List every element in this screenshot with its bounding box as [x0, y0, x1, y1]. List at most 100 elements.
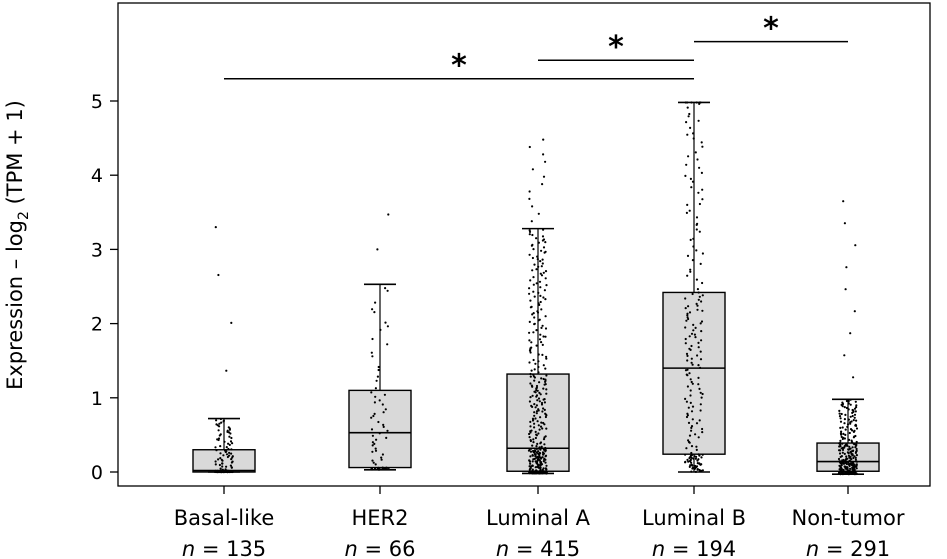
data-point [842, 436, 845, 439]
data-point [695, 465, 699, 468]
data-point [540, 421, 543, 424]
data-point [533, 449, 537, 452]
data-point [845, 266, 848, 269]
data-point [373, 401, 376, 404]
data-point [852, 456, 855, 460]
data-point [852, 419, 855, 422]
data-point [374, 463, 377, 466]
data-point [528, 339, 531, 342]
data-point [848, 462, 851, 465]
data-point [539, 300, 542, 304]
data-point [544, 277, 547, 280]
data-point [701, 198, 704, 201]
data-point [839, 417, 842, 420]
data-point [376, 248, 379, 251]
data-point [382, 411, 385, 414]
data-point [230, 448, 233, 451]
data-point [701, 252, 705, 255]
data-points [214, 226, 234, 474]
data-point [697, 364, 700, 367]
data-point [687, 317, 690, 321]
data-point [684, 397, 687, 400]
data-point [688, 209, 691, 212]
data-point [849, 447, 852, 450]
data-point [844, 428, 847, 431]
data-point [842, 468, 845, 472]
y-axis-label-subscript: 2 [16, 211, 32, 220]
data-point [528, 361, 531, 364]
data-point [537, 408, 540, 411]
data-point [217, 437, 221, 440]
data-point [690, 426, 693, 429]
data-point [545, 355, 548, 358]
data-point [684, 460, 687, 463]
data-point [535, 445, 538, 448]
data-point [216, 438, 219, 441]
data-point [540, 401, 544, 405]
data-point [534, 430, 537, 433]
data-point [697, 291, 700, 294]
data-point [220, 458, 223, 461]
x-category-label: Luminal A [486, 506, 591, 530]
data-point [533, 295, 536, 298]
data-point [849, 398, 852, 401]
data-point [529, 450, 533, 453]
data-point [218, 422, 221, 425]
data-point [695, 228, 698, 231]
data-point [847, 454, 851, 457]
data-point [539, 286, 542, 289]
data-point [686, 312, 689, 315]
data-point [845, 457, 848, 460]
data-point [690, 445, 694, 448]
data-point [843, 354, 846, 357]
data-point [842, 432, 845, 435]
data-point [701, 392, 704, 396]
data-point [528, 331, 531, 334]
box-layer [192, 101, 880, 476]
data-point [537, 432, 540, 435]
data-point [855, 467, 858, 470]
data-point [528, 197, 531, 200]
n-symbol: n [345, 537, 358, 559]
data-point [700, 171, 704, 174]
data-point [224, 468, 227, 471]
data-point [686, 203, 689, 206]
data-point [696, 354, 699, 357]
data-point [544, 298, 547, 301]
plot-frame-group [117, 2, 931, 487]
data-point [545, 427, 548, 430]
data-point [541, 343, 544, 346]
data-point [217, 458, 220, 461]
data-point [687, 421, 691, 424]
x-category-label: HER2 [351, 506, 408, 530]
data-point [230, 436, 233, 440]
data-point [700, 141, 703, 144]
data-point [541, 235, 545, 238]
data-point [538, 381, 541, 384]
data-point [532, 358, 535, 362]
data-point [689, 268, 692, 271]
data-point [694, 464, 697, 468]
data-point [542, 421, 545, 425]
data-point [853, 413, 857, 416]
data-point [214, 463, 217, 466]
data-point [540, 445, 543, 448]
data-point [387, 213, 390, 216]
data-point [542, 364, 545, 367]
data-point [377, 420, 380, 424]
data-point [840, 412, 843, 416]
data-point [533, 411, 536, 414]
data-point [225, 453, 229, 456]
data-point [846, 425, 849, 428]
data-point [701, 427, 704, 431]
significance-star: * [763, 12, 779, 47]
data-point [854, 423, 857, 426]
data-point [543, 398, 546, 401]
data-point [690, 186, 693, 189]
data-point [535, 282, 538, 285]
data-point [849, 467, 852, 470]
data-point [854, 434, 857, 438]
data-point [853, 455, 856, 458]
data-point [222, 419, 225, 422]
data-point [382, 425, 385, 428]
